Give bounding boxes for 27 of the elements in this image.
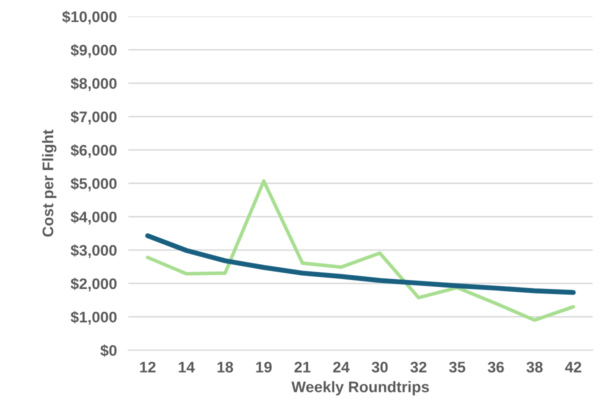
- x-tick-label: 38: [526, 362, 543, 373]
- y-tick-label: $2,000: [70, 278, 117, 292]
- y-axis-title: Cost per Flight: [42, 130, 56, 237]
- x-tick-label: 19: [256, 362, 272, 373]
- y-tick-label: $10,000: [62, 10, 117, 24]
- y-tick-label: $9,000: [70, 44, 117, 58]
- y-tick-label: $4,000: [70, 210, 117, 225]
- y-tick-label: $8,000: [70, 77, 117, 92]
- y-tick-label: $5,000: [70, 178, 117, 192]
- y-tick-label: $3,000: [70, 244, 117, 258]
- y-tick-label: $6,000: [70, 144, 117, 158]
- x-tick-label: 21: [294, 362, 311, 372]
- y-tick-label: $7,000: [70, 110, 117, 124]
- x-tick-label: 24: [333, 362, 350, 372]
- x-tick-label: 18: [218, 362, 234, 373]
- line-series: [146, 179, 576, 322]
- y-tick-label: $0: [100, 344, 117, 357]
- x-tick-label: 36: [488, 362, 504, 373]
- x-axis-title: Weekly Roundtrips: [291, 381, 429, 396]
- x-tick-label: 14: [178, 362, 195, 372]
- x-tick-label: 35: [449, 362, 466, 373]
- line-series: [145, 233, 576, 295]
- y-tick-label: $1,000: [70, 311, 117, 325]
- x-tick-label: 12: [140, 362, 156, 372]
- x-tick-label: 32: [410, 362, 426, 373]
- x-tick-label: 42: [565, 362, 582, 372]
- x-tick-label: 30: [372, 362, 388, 373]
